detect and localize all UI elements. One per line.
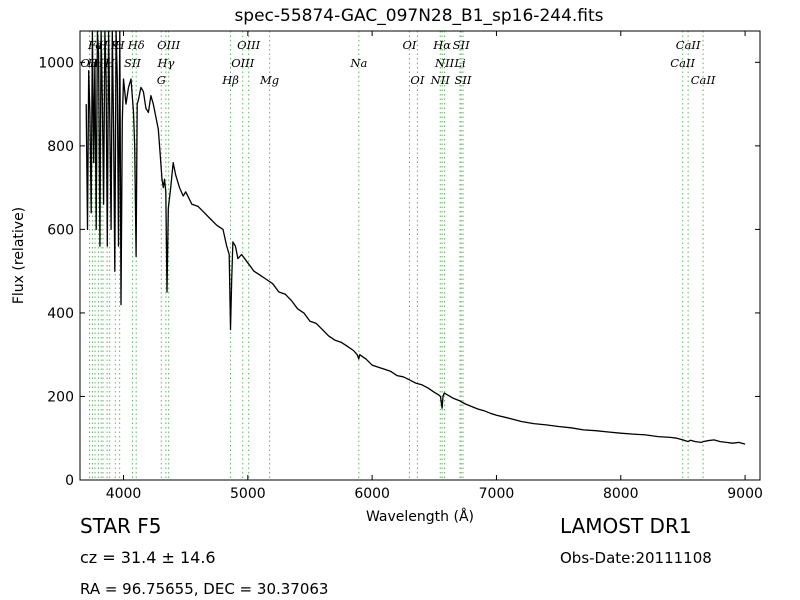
line-label: OI	[402, 38, 416, 52]
line-label: Fe	[87, 38, 102, 52]
line-label: H	[92, 56, 104, 70]
y-axis-label: Flux (relative)	[11, 207, 27, 304]
line-label: SII	[453, 38, 470, 52]
x-tick-label: 6000	[354, 486, 390, 502]
y-tick-label: 400	[47, 306, 74, 322]
line-label: NII	[434, 56, 455, 70]
spectrum-line	[85, 30, 746, 445]
line-labels: OIIHFeHHHKHSIIHδGHγOIIIHβOIIIOIIIMgNaOIO…	[80, 38, 716, 87]
line-label: H	[114, 38, 126, 52]
line-label: SII	[124, 56, 141, 70]
line-label: SII	[455, 73, 472, 87]
y-tick-label: 1000	[38, 55, 74, 71]
object-class: STAR F5	[80, 514, 162, 538]
line-label: OII	[80, 56, 99, 70]
line-label: Hβ	[221, 73, 239, 87]
line-label: Hγ	[156, 56, 174, 70]
axis-ticks: 4000 5000 6000 7000 8000 9000 0 200 400 600 800 100…	[38, 31, 763, 502]
x-tick-label: 9000	[727, 486, 763, 502]
line-markers	[89, 31, 704, 480]
line-label: H	[104, 56, 116, 70]
line-label: NII	[430, 73, 451, 87]
y-tick-label: 200	[47, 389, 74, 405]
line-label: OI	[410, 73, 424, 87]
x-tick-label: 5000	[230, 486, 266, 502]
spectrum-series	[85, 30, 746, 445]
line-label: Mg	[259, 73, 279, 87]
sky-coordinates: RA = 96.75655, DEC = 30.37063	[80, 580, 329, 598]
x-tick-label: 8000	[603, 486, 639, 502]
redshift-value: cz = 31.4 ± 14.6	[80, 548, 216, 567]
line-label: CaII	[670, 56, 695, 70]
line-label: H	[97, 38, 109, 52]
line-label: Hα	[432, 38, 451, 52]
x-axis-label: Wavelength (Å)	[366, 508, 474, 525]
survey-name: LAMOST DR1	[560, 514, 692, 538]
line-label: OIII	[157, 38, 181, 52]
line-label: Hδ	[127, 38, 145, 52]
line-label: G	[157, 73, 166, 87]
observation-date: Obs-Date:20111108	[560, 549, 712, 567]
line-label: Li	[453, 56, 466, 70]
y-tick-label: 0	[65, 473, 74, 489]
plot-frame	[79, 30, 761, 481]
x-tick-label: 7000	[479, 486, 515, 502]
line-label: OIII	[231, 56, 255, 70]
line-label: OIII	[237, 38, 261, 52]
line-label: Na	[349, 56, 367, 70]
line-label: CaII	[691, 73, 716, 87]
y-tick-label: 800	[47, 139, 74, 155]
chart-title: spec-55874-GAC_097N28_B1_sp16-244.fits	[234, 6, 604, 26]
x-tick-label: 4000	[106, 486, 142, 502]
line-label: H	[86, 56, 98, 70]
line-label: CaII	[676, 38, 701, 52]
line-label: K	[110, 38, 121, 52]
y-tick-label: 600	[47, 222, 74, 238]
